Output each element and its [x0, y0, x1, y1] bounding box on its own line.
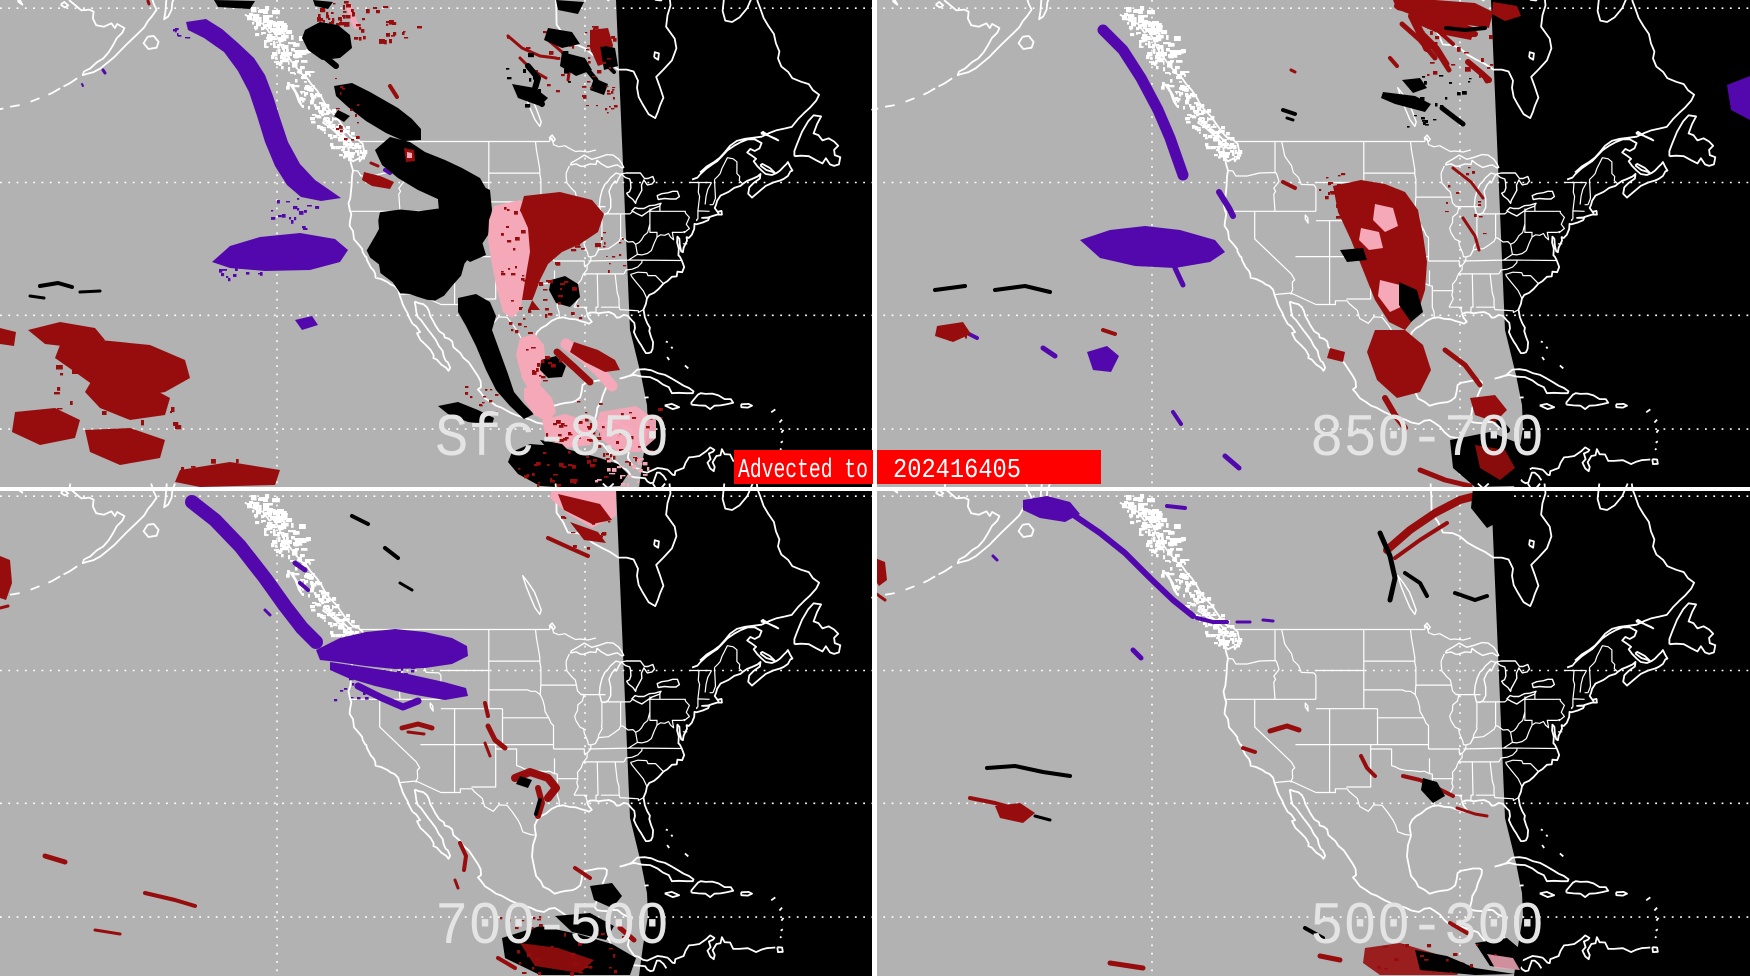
svg-text:500-300: 500-300: [1310, 894, 1544, 962]
svg-text:Advected to: Advected to: [738, 456, 868, 486]
svg-text:202416405: 202416405: [893, 456, 1021, 486]
svg-text:850-700: 850-700: [1310, 406, 1544, 474]
svg-text:700-500: 700-500: [435, 894, 669, 962]
svg-text:Sfc-850: Sfc-850: [435, 406, 669, 474]
